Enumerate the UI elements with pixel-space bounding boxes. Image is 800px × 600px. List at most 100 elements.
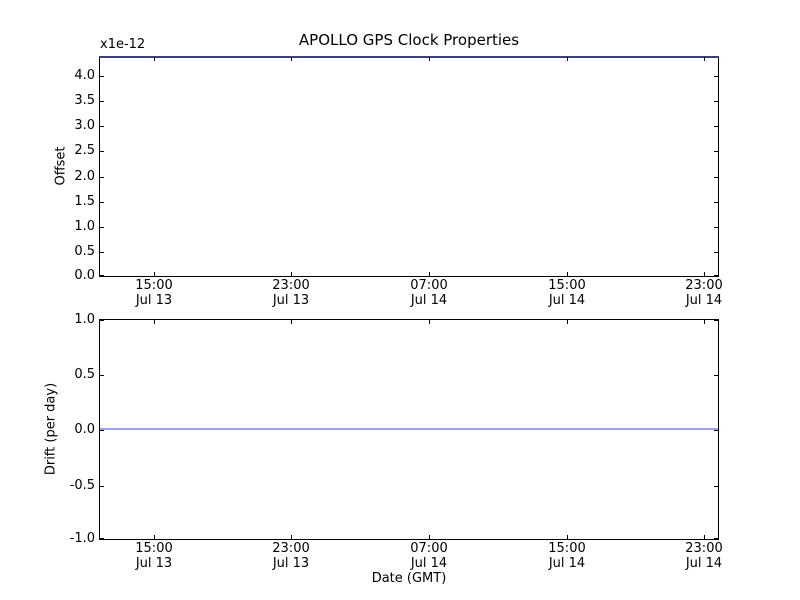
tick-mark [100, 101, 104, 102]
y-tick-label: 0.5 [74, 367, 95, 382]
tick-mark [567, 272, 568, 276]
x-tick-date: Jul 13 [272, 556, 310, 571]
x-tick-time: 07:00 [410, 541, 448, 556]
x-tick-date: Jul 14 [410, 556, 448, 571]
drift-data-line [100, 428, 718, 430]
y-tick-label: 1.5 [74, 194, 95, 209]
y-tick-label: 2.5 [74, 143, 95, 158]
tick-mark [714, 151, 718, 152]
tick-mark [291, 272, 292, 276]
tick-mark [154, 320, 155, 324]
x-tick-time: 23:00 [272, 541, 310, 556]
tick-mark [714, 101, 718, 102]
x-tick-date: Jul 13 [135, 556, 173, 571]
tick-mark [714, 126, 718, 127]
tick-mark [291, 320, 292, 324]
tick-mark [714, 177, 718, 178]
tick-mark [100, 538, 104, 539]
x-tick-date: Jul 14 [548, 556, 586, 571]
x-tick-date: Jul 13 [135, 293, 173, 308]
tick-mark [714, 375, 718, 376]
tick-mark [100, 252, 104, 253]
tick-mark [714, 76, 718, 77]
tick-mark [429, 320, 430, 324]
x-tick-date: Jul 14 [685, 556, 723, 571]
y-tick-label: 0.0 [74, 268, 95, 283]
x-tick-label: 23:00 Jul 14 [662, 278, 746, 308]
tick-mark [714, 252, 718, 253]
tick-mark [100, 486, 104, 487]
x-tick-date: Jul 14 [548, 293, 586, 308]
tick-mark [567, 535, 568, 539]
tick-mark [704, 57, 705, 61]
x-tick-date: Jul 14 [685, 293, 723, 308]
tick-mark [429, 535, 430, 539]
tick-mark [714, 430, 718, 431]
x-tick-time: 15:00 [548, 541, 586, 556]
x-tick-time: 15:00 [548, 278, 586, 293]
chart-title: APOLLO GPS Clock Properties [298, 31, 520, 49]
tick-mark [714, 227, 718, 228]
y-tick-label: 3.0 [74, 118, 95, 133]
x-tick-time: 07:00 [410, 278, 448, 293]
tick-mark [714, 486, 718, 487]
tick-mark [714, 320, 718, 321]
tick-mark [714, 202, 718, 203]
offset-data-line [99, 56, 719, 58]
tick-mark [100, 202, 104, 203]
y-tick-label: -0.5 [69, 478, 95, 493]
tick-mark [100, 126, 104, 127]
tick-mark [429, 57, 430, 61]
x-tick-label: 07:00 Jul 14 [387, 541, 471, 571]
y-tick-label: -1.0 [69, 531, 95, 546]
y-tick-label: 0.5 [74, 244, 95, 259]
offset-plot-area: 4.0 3.5 3.0 2.5 2.0 1.5 1.0 0.5 0.0 15:0… [74, 56, 723, 308]
x-tick-label: 23:00 Jul 13 [249, 541, 333, 571]
y-tick-label: 1.0 [74, 219, 95, 234]
x-tick-label: 07:00 Jul 14 [387, 278, 471, 308]
tick-mark [714, 538, 718, 539]
tick-mark [100, 76, 104, 77]
x-tick-date: Jul 14 [410, 293, 448, 308]
y-tick-label: 3.5 [74, 93, 95, 108]
tick-mark [154, 57, 155, 61]
x-tick-time: 15:00 [135, 278, 173, 293]
tick-mark [154, 535, 155, 539]
tick-mark [429, 272, 430, 276]
x-tick-label: 15:00 Jul 14 [525, 541, 609, 571]
tick-mark [100, 275, 104, 276]
y-axis-multiplier: x1e-12 [100, 37, 146, 52]
x-tick-label: 15:00 Jul 13 [112, 278, 196, 308]
tick-mark [704, 535, 705, 539]
y-tick-label: 0.0 [74, 422, 95, 437]
tick-mark [714, 275, 718, 276]
tick-mark [100, 375, 104, 376]
tick-mark [100, 177, 104, 178]
x-tick-date: Jul 13 [272, 293, 310, 308]
x-tick-time: 23:00 [272, 278, 310, 293]
tick-mark [291, 57, 292, 61]
x-axis-label: Date (GMT) [371, 571, 447, 586]
y-tick-label: 2.0 [74, 169, 95, 184]
x-tick-time: 15:00 [135, 541, 173, 556]
x-tick-label: 15:00 Jul 14 [525, 278, 609, 308]
drift-plot-area: 1.0 0.5 0.0 -0.5 -1.0 15:00 Jul 13 23:00… [70, 312, 723, 571]
x-tick-label: 15:00 Jul 13 [112, 541, 196, 571]
y-tick-label: 4.0 [74, 68, 95, 83]
y-tick-label: 1.0 [74, 312, 95, 327]
x-tick-time: 23:00 [685, 541, 723, 556]
tick-mark [100, 151, 104, 152]
tick-mark [291, 535, 292, 539]
tick-mark [567, 57, 568, 61]
tick-mark [154, 272, 155, 276]
x-tick-time: 23:00 [685, 278, 723, 293]
x-tick-label: 23:00 Jul 13 [249, 278, 333, 308]
tick-mark [704, 272, 705, 276]
tick-mark [100, 227, 104, 228]
tick-mark [704, 320, 705, 324]
x-tick-label: 23:00 Jul 14 [662, 541, 746, 571]
tick-mark [100, 430, 104, 431]
tick-mark [100, 320, 104, 321]
tick-mark [567, 320, 568, 324]
